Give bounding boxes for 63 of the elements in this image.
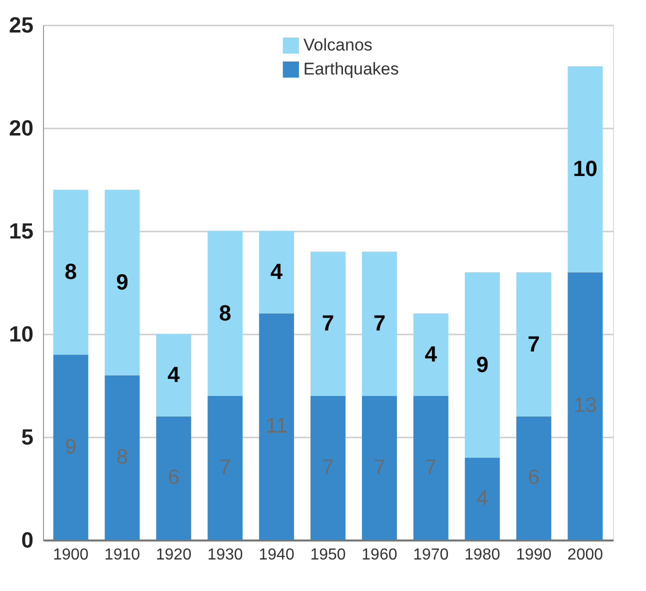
- y-tick-label: 25: [9, 12, 34, 38]
- bar: [104, 190, 140, 376]
- x-tick-label: 2000: [567, 546, 604, 564]
- data-label: 6: [528, 466, 540, 490]
- y-tick-label: 15: [9, 218, 34, 244]
- data-label: 9: [116, 270, 128, 294]
- x-tick-label: 1990: [516, 546, 552, 564]
- x-tick-label: 1910: [104, 546, 140, 564]
- bar: [156, 334, 192, 416]
- data-label: 8: [64, 259, 77, 284]
- x-tick-label: 1970: [413, 546, 449, 564]
- bar: [104, 375, 140, 540]
- x-tick-label: 1920: [156, 546, 192, 564]
- bar: [310, 396, 346, 540]
- bar: [568, 66, 603, 272]
- x-tick-label: 1980: [464, 546, 500, 564]
- x-tick-label: 1900: [52, 546, 89, 564]
- data-label: 4: [168, 362, 181, 388]
- bar: [516, 272, 552, 416]
- bar: [53, 190, 88, 355]
- data-label: 7: [425, 456, 437, 479]
- y-tick-label: 5: [21, 424, 34, 450]
- data-label: 6: [168, 466, 180, 490]
- data-label: 10: [572, 156, 598, 182]
- data-label: 7: [322, 456, 334, 479]
- bar: [516, 416, 552, 540]
- bar: [464, 458, 500, 540]
- x-tick-label: 1930: [207, 546, 244, 564]
- data-label: 7: [322, 310, 334, 336]
- bar: [53, 354, 88, 540]
- data-label: 13: [574, 394, 597, 418]
- data-label: 4: [270, 259, 284, 284]
- data-label: 7: [219, 456, 231, 479]
- bar: [464, 272, 500, 458]
- bar: [156, 416, 192, 540]
- bar: [413, 396, 448, 540]
- data-label: 4: [476, 486, 488, 510]
- data-label: 9: [476, 352, 488, 377]
- bar: [208, 396, 243, 540]
- x-tick-label: 1940: [258, 546, 294, 564]
- bar: [362, 396, 397, 540]
- data-label: 7: [528, 331, 540, 356]
- bar: [208, 231, 243, 396]
- bar: [413, 313, 448, 396]
- bar: [259, 313, 294, 540]
- data-label: 8: [218, 300, 232, 326]
- y-tick-label: 0: [21, 528, 34, 552]
- data-label: 4: [424, 342, 438, 367]
- data-label: 7: [373, 310, 386, 336]
- x-tick-label: 1960: [362, 546, 398, 564]
- x-tick-label: 1950: [310, 546, 346, 564]
- data-label: 11: [266, 414, 288, 438]
- legend-label: Earthquakes: [303, 60, 399, 78]
- data-label: 7: [374, 456, 386, 479]
- data-label: 9: [64, 435, 77, 458]
- bar: [362, 252, 397, 396]
- y-tick-label: 20: [9, 116, 34, 140]
- bar: [310, 252, 346, 396]
- bar: [259, 231, 294, 314]
- legend-label: Volcanos: [303, 36, 372, 54]
- data-label: 8: [116, 446, 128, 469]
- bar: [568, 272, 603, 540]
- y-tick-label: 10: [9, 322, 34, 346]
